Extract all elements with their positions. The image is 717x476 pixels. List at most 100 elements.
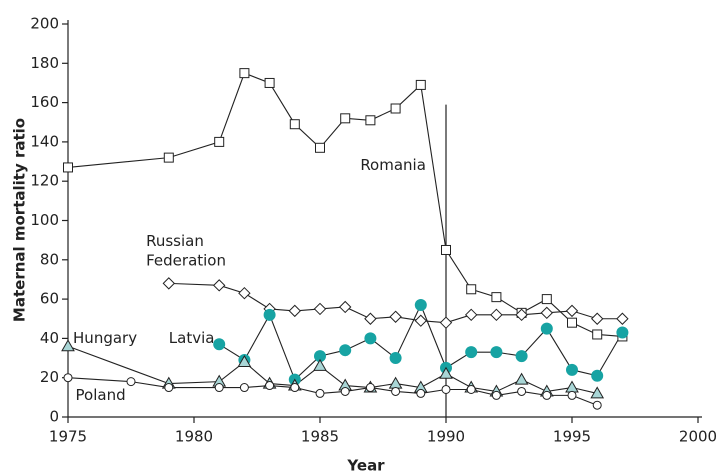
series-label: Romania <box>360 156 426 174</box>
marker <box>567 390 577 400</box>
marker <box>126 377 136 387</box>
marker <box>391 386 401 396</box>
marker <box>414 314 428 327</box>
marker <box>565 304 579 318</box>
marker <box>163 152 174 163</box>
marker <box>365 115 376 126</box>
x-axis-label: Year <box>346 457 385 475</box>
marker <box>567 317 577 328</box>
marker <box>263 308 276 321</box>
marker <box>591 369 604 382</box>
marker <box>313 358 327 371</box>
marker <box>164 383 174 393</box>
marker <box>540 306 554 320</box>
y-tick-label: 20 <box>40 368 59 386</box>
marker <box>340 386 350 396</box>
marker <box>540 322 553 335</box>
marker <box>592 400 602 410</box>
x-tick-label: 1995 <box>553 428 591 446</box>
marker <box>213 338 226 351</box>
marker <box>212 279 226 292</box>
y-tick-label: 200 <box>30 15 59 33</box>
marker <box>441 384 451 394</box>
marker <box>237 354 252 367</box>
marker <box>239 68 250 79</box>
marker <box>389 310 402 323</box>
marker <box>289 119 300 130</box>
marker <box>565 380 579 393</box>
y-tick-label: 80 <box>40 250 59 268</box>
y-axis-label: Maternal mortality ratio <box>11 118 29 322</box>
marker <box>415 79 426 90</box>
marker <box>517 386 527 396</box>
marker <box>162 277 176 290</box>
y-tick-label: 40 <box>40 329 59 347</box>
marker <box>290 383 300 393</box>
y-tick-label: 0 <box>49 408 59 426</box>
marker <box>541 294 552 305</box>
marker <box>239 383 249 393</box>
marker <box>364 332 377 345</box>
marker <box>389 352 402 365</box>
marker <box>490 308 503 322</box>
marker <box>61 339 75 352</box>
marker <box>416 388 426 398</box>
marker <box>466 284 477 295</box>
marker <box>63 162 73 173</box>
marker <box>616 326 629 339</box>
marker <box>388 376 403 389</box>
marker <box>465 346 478 359</box>
marker <box>542 390 552 400</box>
marker <box>364 312 377 325</box>
marker <box>439 366 453 379</box>
marker <box>238 286 251 300</box>
marker <box>439 316 453 329</box>
marker <box>566 363 578 376</box>
series-label: Poland <box>76 386 126 404</box>
marker <box>515 308 528 322</box>
marker <box>490 346 503 359</box>
x-tick-label: 1990 <box>427 428 465 446</box>
marker <box>592 329 603 340</box>
marker <box>288 304 302 318</box>
y-tick-label: 140 <box>30 132 59 150</box>
marker <box>313 302 327 316</box>
marker <box>314 350 326 363</box>
marker <box>264 77 275 88</box>
series-line <box>67 72 623 337</box>
marker <box>214 383 224 393</box>
series-label: Hungary <box>73 329 137 347</box>
marker <box>340 113 351 124</box>
marker <box>390 103 401 114</box>
marker <box>414 298 427 311</box>
x-tick-label: 1980 <box>175 428 213 446</box>
marker <box>214 136 225 147</box>
marker <box>491 390 501 400</box>
marker <box>466 384 476 394</box>
marker <box>515 350 528 363</box>
marker <box>265 381 275 391</box>
marker <box>365 383 375 393</box>
y-tick-label: 180 <box>30 54 59 72</box>
marker <box>315 388 325 398</box>
marker <box>491 292 502 303</box>
y-tick-label: 100 <box>30 211 59 229</box>
y-tick-label: 60 <box>40 290 59 308</box>
y-tick-label: 160 <box>30 93 59 111</box>
marker <box>590 312 604 325</box>
marker <box>616 312 629 325</box>
y-tick-label: 120 <box>30 172 59 190</box>
series-label: Latvia <box>169 329 215 347</box>
series-label: Russian Federation <box>146 231 226 269</box>
marker <box>315 142 325 153</box>
x-tick-label: 1975 <box>49 428 87 446</box>
marker <box>339 344 352 357</box>
x-tick-label: 2000 <box>679 428 717 446</box>
marker <box>464 308 478 322</box>
marker <box>441 244 451 255</box>
marker <box>590 386 605 399</box>
x-tick-label: 1985 <box>301 428 339 446</box>
marker <box>514 372 529 385</box>
marker <box>63 373 73 383</box>
